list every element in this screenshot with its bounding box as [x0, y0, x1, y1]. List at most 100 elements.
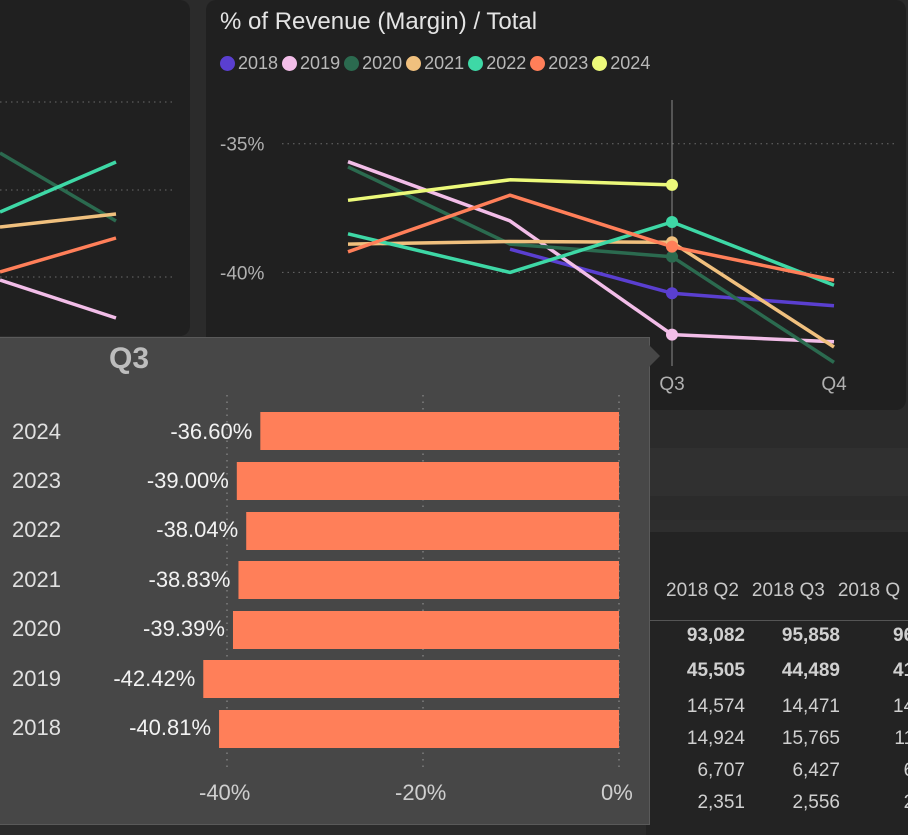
table-cell: 6,6 — [904, 760, 908, 782]
tooltip-title: Q3 — [109, 342, 150, 375]
left-series-line-2023 — [0, 236, 117, 274]
legend-label: 2022 — [486, 53, 527, 73]
tooltip-pointer — [647, 343, 660, 369]
legend-item-2023[interactable]: 2023 — [530, 53, 588, 74]
legend-dot — [220, 56, 235, 71]
y-tick-label: -40% — [220, 263, 264, 284]
tooltip-bar-chart — [203, 395, 620, 770]
table-row[interactable]: 6,707 6,427 6,6 — [650, 759, 908, 789]
left-line-chart — [0, 101, 175, 320]
legend-label: 2021 — [424, 53, 465, 73]
tooltip-value-label: -42.42% — [113, 666, 196, 691]
table-row[interactable]: 14,924 15,765 11,7 — [650, 727, 908, 757]
table-cell: 14,3 — [893, 696, 908, 717]
tooltip-value-label: -36.60% — [170, 419, 253, 444]
left-series-line-2021 — [0, 212, 117, 229]
legend-item-2022[interactable]: 2022 — [468, 53, 526, 74]
matrix-table-card — [646, 520, 908, 835]
table-cell: 41,5 — [893, 660, 908, 681]
series-line-2020[interactable] — [347, 165, 835, 364]
margin-line-chart[interactable]: -35% -40% Q3 Q4 — [0, 0, 908, 410]
table-row[interactable]: 93,082 95,858 96,7 — [650, 624, 908, 654]
legend-label: 2019 — [300, 53, 341, 73]
table-row[interactable]: 2,351 2,556 2,6 — [650, 791, 908, 821]
column-header[interactable]: 2018 Q3 — [751, 580, 825, 601]
legend-label: 2023 — [548, 53, 589, 73]
table-cell: 11,7 — [894, 728, 908, 749]
table-cell: 96,7 — [893, 625, 908, 646]
point-marker-2024[interactable] — [666, 178, 678, 191]
left-series-line-2019 — [0, 278, 117, 320]
legend-label: 2024 — [610, 53, 651, 73]
tooltip-x-tick-label: -20% — [395, 780, 447, 805]
tooltip-value-label: -39.39% — [143, 616, 225, 641]
tooltip-x-tick-label: 0% — [601, 780, 633, 805]
table-cell: 14,471 — [781, 696, 840, 717]
table-cell: 93,082 — [686, 625, 745, 646]
legend-dot — [468, 56, 484, 71]
tooltip-bar-2024 — [260, 412, 619, 450]
point-marker-2023[interactable] — [666, 240, 678, 253]
legend-label: 2018 — [238, 53, 279, 73]
table-cell: 2,556 — [792, 792, 840, 813]
tooltip-bar-2022 — [246, 512, 619, 550]
tooltip-year-label: 2020 — [12, 616, 61, 641]
legend-dot — [344, 56, 360, 71]
point-marker-2018[interactable] — [666, 287, 678, 300]
point-marker-2019[interactable] — [666, 328, 678, 341]
series-line-2023[interactable] — [347, 193, 835, 282]
table-header: 2018 Q2 2018 Q3 2018 Q — [666, 580, 908, 602]
tooltip-value-label: -39.00% — [146, 468, 229, 493]
legend-item-2024[interactable]: 2024 — [592, 53, 650, 74]
tooltip-year-label: 2023 — [12, 468, 61, 493]
table-divider — [650, 620, 908, 621]
chart-legend: 2018 2019 2020 2021 2022 2023 2024 — [220, 53, 650, 74]
legend-dot — [282, 56, 298, 71]
tooltip-value-label: -40.81% — [129, 715, 212, 740]
left-chart-card — [0, 0, 190, 336]
tooltip-bar-2023 — [236, 462, 620, 500]
tooltip-x-tick-label: -40% — [199, 780, 251, 805]
tooltip-year-label: 2024 — [12, 419, 61, 444]
table-cell: 2,6 — [904, 792, 908, 814]
tooltip-value-label: -38.04% — [156, 517, 239, 542]
legend-dot — [592, 56, 608, 71]
legend-dot — [406, 56, 422, 71]
series-line-2024[interactable] — [347, 178, 673, 203]
tooltip-year-label: 2021 — [12, 567, 61, 592]
x-tick-label: Q3 — [659, 374, 684, 395]
legend-item-2021[interactable]: 2021 — [406, 53, 464, 74]
tooltip-bar-2021 — [238, 561, 619, 599]
table-cell: 95,858 — [781, 625, 840, 646]
tooltip-bar-2020 — [232, 611, 619, 649]
table-row[interactable]: 45,505 44,489 41,5 — [650, 659, 908, 689]
chart-title: % of Revenue (Margin) / Total — [220, 8, 538, 35]
left-series-line-2022 — [0, 160, 117, 214]
table-cell: 14,924 — [686, 728, 745, 749]
tooltip-year-label: 2018 — [12, 715, 61, 740]
point-marker-2022[interactable] — [666, 215, 678, 228]
table-cell: 6,427 — [792, 760, 840, 781]
legend-label: 2020 — [362, 53, 403, 73]
table-row[interactable]: 14,574 14,471 14,3 — [650, 695, 908, 725]
legend-item-2018[interactable]: 2018 — [220, 53, 278, 74]
point-marker-2020[interactable] — [666, 250, 678, 263]
table-cell: 6,707 — [697, 760, 745, 781]
legend-item-2019[interactable]: 2019 — [282, 53, 340, 74]
table-cell: 14,574 — [686, 696, 745, 717]
table-cell: 2,351 — [697, 792, 745, 813]
series-line-2021[interactable] — [347, 239, 835, 349]
slicer-bar[interactable] — [640, 448, 908, 496]
y-tick-label: -35% — [220, 135, 264, 156]
table-cell: 44,489 — [781, 660, 840, 681]
tooltip-year-label: 2019 — [12, 666, 61, 691]
series-line-2022[interactable] — [347, 220, 835, 287]
table-cell: 45,505 — [686, 660, 745, 681]
legend-item-2020[interactable]: 2020 — [344, 53, 402, 74]
column-header[interactable]: 2018 Q2 — [666, 580, 739, 601]
column-header[interactable]: 2018 Q — [837, 580, 901, 601]
table-cell: 15,765 — [781, 728, 840, 749]
tooltip-year-label: 2022 — [12, 517, 61, 542]
legend-dot — [530, 56, 546, 71]
tooltip-bar-2018 — [219, 710, 619, 748]
